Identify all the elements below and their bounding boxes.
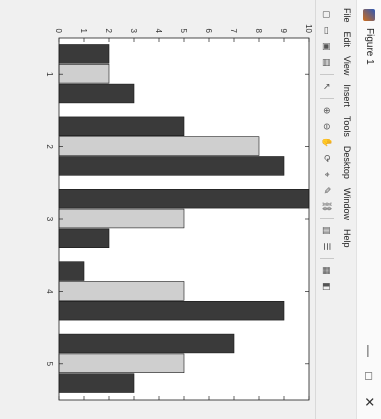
dock-icon[interactable]: ◧	[322, 282, 333, 291]
x-tick-label: 1	[45, 72, 54, 77]
bar-series-1-category-1	[58, 44, 110, 64]
menu-view[interactable]: View	[342, 56, 353, 76]
open-file-icon[interactable]: ▭	[322, 26, 333, 35]
y-tick-label: 9	[279, 29, 288, 34]
bar-series-2-category-4	[58, 281, 185, 301]
maximize-button[interactable]: □	[362, 372, 376, 380]
save-icon[interactable]: ▣	[322, 42, 333, 51]
y-tick-label: 0	[54, 29, 63, 34]
link-icon[interactable]: ⛓	[322, 200, 333, 213]
close-button[interactable]: ✕	[362, 396, 377, 408]
pointer-icon[interactable]: ↖	[322, 82, 333, 91]
legend-icon[interactable]: ☰	[322, 242, 333, 251]
menu-file[interactable]: File	[342, 8, 353, 23]
toolbar-separator	[320, 74, 334, 75]
y-tick-label: 10	[304, 24, 313, 33]
bar-series-3-category-3	[58, 228, 110, 248]
bar-chart: 0 1 2 3 4 5 6 7 8 9 10 1 2 3 4 5	[45, 24, 313, 401]
pan-icon[interactable]: ✋	[322, 136, 333, 149]
bar-series-3-category-2	[58, 156, 285, 176]
x-tick-label: 2	[45, 144, 54, 149]
toolbar: ▢ ▭ ▣ ▤ ↖ ⊕ ⊖ ✋ ⟳ ⌖ ✎ ⛓ ▥ ☰ ▦ ◧	[315, 0, 338, 419]
y-tick-label: 4	[154, 29, 163, 34]
x-tick-label: 3	[45, 217, 54, 222]
menu-help[interactable]: Help	[342, 228, 353, 248]
menu-tools[interactable]: Tools	[342, 115, 353, 137]
colorbar-icon[interactable]: ▥	[322, 226, 333, 235]
brush-icon[interactable]: ✎	[322, 186, 333, 195]
y-tick-label: 1	[79, 29, 88, 34]
title-bar[interactable]: Figure 1 — □ ✕	[356, 0, 381, 419]
y-tick-label: 6	[204, 29, 213, 34]
bar-series-3-category-5	[58, 373, 135, 393]
y-tick-label: 8	[254, 29, 263, 34]
bar-series-2-category-1	[58, 64, 110, 84]
bar-series-3-category-4	[58, 300, 285, 321]
figure-area: 0 1 2 3 4 5 6 7 8 9 10 1 2 3 4 5	[45, 24, 313, 401]
bar-series-1-category-4	[58, 261, 85, 281]
bar-series-1-category-3	[58, 189, 310, 209]
hide-tools-icon[interactable]: ▦	[322, 266, 333, 275]
new-figure-icon[interactable]: ▢	[322, 10, 333, 19]
menu-window[interactable]: Window	[342, 187, 353, 220]
data-cursor-icon[interactable]: ⌖	[322, 171, 333, 178]
x-tick-label: 4	[45, 289, 54, 294]
menu-edit[interactable]: Edit	[342, 31, 353, 48]
menu-desktop[interactable]: Desktop	[342, 145, 353, 179]
print-icon[interactable]: ▤	[322, 58, 333, 67]
zoom-in-icon[interactable]: ⊕	[322, 106, 333, 115]
window-title: Figure 1	[364, 28, 375, 65]
x-tick-label: 5	[45, 362, 54, 367]
toolbar-separator	[320, 98, 334, 99]
menu-bar: File Edit View Insert Tools Desktop Window Help	[338, 0, 357, 419]
bar-series-2-category-3	[58, 208, 185, 229]
toolbar-separator	[320, 258, 334, 259]
toolbar-separator	[320, 218, 334, 219]
y-tick-label: 7	[229, 29, 238, 34]
y-tick-label: 2	[104, 29, 113, 34]
bar-series-1-category-5	[58, 333, 235, 354]
minimize-button[interactable]: —	[362, 345, 376, 357]
bar-series-2-category-2	[58, 136, 260, 156]
bar-series-3-category-1	[58, 83, 135, 104]
bar-series-1-category-2	[58, 116, 185, 137]
matlab-logo-icon	[363, 9, 375, 21]
zoom-out-icon[interactable]: ⊖	[322, 122, 333, 131]
bar-series-2-category-5	[58, 353, 185, 373]
y-tick-label: 5	[179, 29, 188, 34]
rotate-3d-icon[interactable]: ⟳	[322, 154, 333, 163]
menu-insert[interactable]: Insert	[342, 84, 353, 107]
y-tick-label: 3	[129, 29, 138, 34]
